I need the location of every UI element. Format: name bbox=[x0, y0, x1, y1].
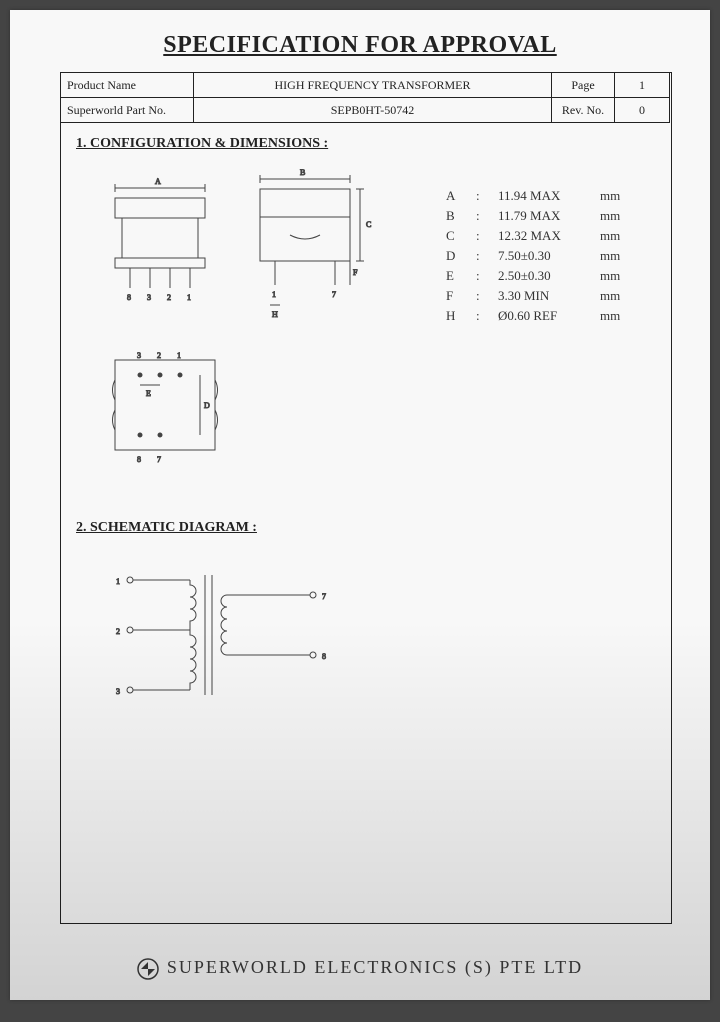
bottom-view-drawing: 3 2 1 8 7 D E bbox=[100, 340, 240, 470]
dimension-row: B:11.79 MAXmm bbox=[440, 206, 636, 226]
dim-value: Ø0.60 REF bbox=[492, 306, 594, 326]
dimension-row: E:2.50±0.30mm bbox=[440, 266, 636, 286]
dim-unit: mm bbox=[594, 186, 636, 206]
sch-pin-2: 2 bbox=[116, 627, 120, 636]
pin-3: 3 bbox=[147, 293, 151, 302]
footer: SUPERWORLD ELECTRONICS (S) PTE LTD bbox=[10, 957, 710, 980]
dim-label: B bbox=[440, 206, 470, 226]
page-value: 1 bbox=[615, 73, 670, 98]
bv-pin-3: 3 bbox=[137, 351, 141, 360]
rev-value: 0 bbox=[615, 98, 670, 123]
company-logo-icon bbox=[137, 958, 159, 980]
dim-unit: mm bbox=[594, 206, 636, 226]
dimension-row: A:11.94 MAXmm bbox=[440, 186, 636, 206]
section1-title: 1. CONFIGURATION & DIMENSIONS : bbox=[76, 136, 328, 152]
dim-colon: : bbox=[470, 226, 492, 246]
pin-2: 2 bbox=[167, 293, 171, 302]
sch-pin-3: 3 bbox=[116, 687, 120, 696]
bv-pin-1: 1 bbox=[177, 351, 181, 360]
dim-a-label: A bbox=[155, 177, 161, 186]
dim-label: C bbox=[440, 226, 470, 246]
dim-unit: mm bbox=[594, 266, 636, 286]
dim-label: H bbox=[440, 306, 470, 326]
dim-value: 3.30 MIN bbox=[492, 286, 594, 306]
dim-colon: : bbox=[470, 286, 492, 306]
dim-unit: mm bbox=[594, 246, 636, 266]
dim-d-label: D bbox=[204, 401, 210, 410]
dim-f-label: F bbox=[353, 268, 358, 277]
dim-value: 7.50±0.30 bbox=[492, 246, 594, 266]
front-view-drawing: A 8 3 2 1 bbox=[100, 170, 220, 310]
dimension-row: C:12.32 MAXmm bbox=[440, 226, 636, 246]
dim-colon: : bbox=[470, 306, 492, 326]
dimension-row: F:3.30 MINmm bbox=[440, 286, 636, 306]
bv-pin-7: 7 bbox=[157, 455, 161, 464]
page-title: SPECIFICATION FOR APPROVAL bbox=[10, 10, 710, 59]
part-no-value: SEPB0HT-50742 bbox=[194, 98, 552, 123]
sch-pin-1: 1 bbox=[116, 577, 120, 586]
dimension-row: D:7.50±0.30mm bbox=[440, 246, 636, 266]
dim-b-label: B bbox=[300, 168, 305, 177]
dim-label: D bbox=[440, 246, 470, 266]
side-pin-7: 7 bbox=[332, 290, 336, 299]
product-name-value: HIGH FREQUENCY TRANSFORMER bbox=[194, 73, 552, 98]
side-pin-1: 1 bbox=[272, 290, 276, 299]
dim-colon: : bbox=[470, 206, 492, 226]
dim-e-label: E bbox=[146, 389, 151, 398]
dim-label: E bbox=[440, 266, 470, 286]
bv-pin-2: 2 bbox=[157, 351, 161, 360]
side-view-drawing: B C 1 7 H F bbox=[240, 165, 390, 325]
pin-8: 8 bbox=[127, 293, 131, 302]
schematic-drawing: 1 2 3 7 8 bbox=[110, 550, 390, 720]
datasheet-page: SPECIFICATION FOR APPROVAL Product Name … bbox=[10, 10, 710, 1000]
dim-label: A bbox=[440, 186, 470, 206]
dim-value: 11.79 MAX bbox=[492, 206, 594, 226]
page-label: Page bbox=[552, 73, 615, 98]
part-no-label: Superworld Part No. bbox=[61, 98, 194, 123]
dim-unit: mm bbox=[594, 286, 636, 306]
sch-pin-7: 7 bbox=[322, 592, 326, 601]
dim-value: 2.50±0.30 bbox=[492, 266, 594, 286]
dim-colon: : bbox=[470, 246, 492, 266]
section2-title: 2. SCHEMATIC DIAGRAM : bbox=[76, 520, 257, 536]
dim-value: 11.94 MAX bbox=[492, 186, 594, 206]
pin-1: 1 bbox=[187, 293, 191, 302]
sch-pin-8: 8 bbox=[322, 652, 326, 661]
dim-colon: : bbox=[470, 186, 492, 206]
dim-unit: mm bbox=[594, 226, 636, 246]
dim-h-label: H bbox=[272, 310, 278, 319]
product-name-label: Product Name bbox=[61, 73, 194, 98]
dimensions-table: A:11.94 MAXmmB:11.79 MAXmmC:12.32 MAXmmD… bbox=[440, 186, 636, 326]
header-table: Product Name HIGH FREQUENCY TRANSFORMER … bbox=[60, 72, 670, 123]
dimension-row: H:Ø0.60 REFmm bbox=[440, 306, 636, 326]
company-name: SUPERWORLD ELECTRONICS (S) PTE LTD bbox=[167, 957, 583, 977]
dim-c-label: C bbox=[366, 220, 371, 229]
bv-pin-8: 8 bbox=[137, 455, 141, 464]
rev-label: Rev. No. bbox=[552, 98, 615, 123]
dim-label: F bbox=[440, 286, 470, 306]
dim-value: 12.32 MAX bbox=[492, 226, 594, 246]
dim-colon: : bbox=[470, 266, 492, 286]
dim-unit: mm bbox=[594, 306, 636, 326]
